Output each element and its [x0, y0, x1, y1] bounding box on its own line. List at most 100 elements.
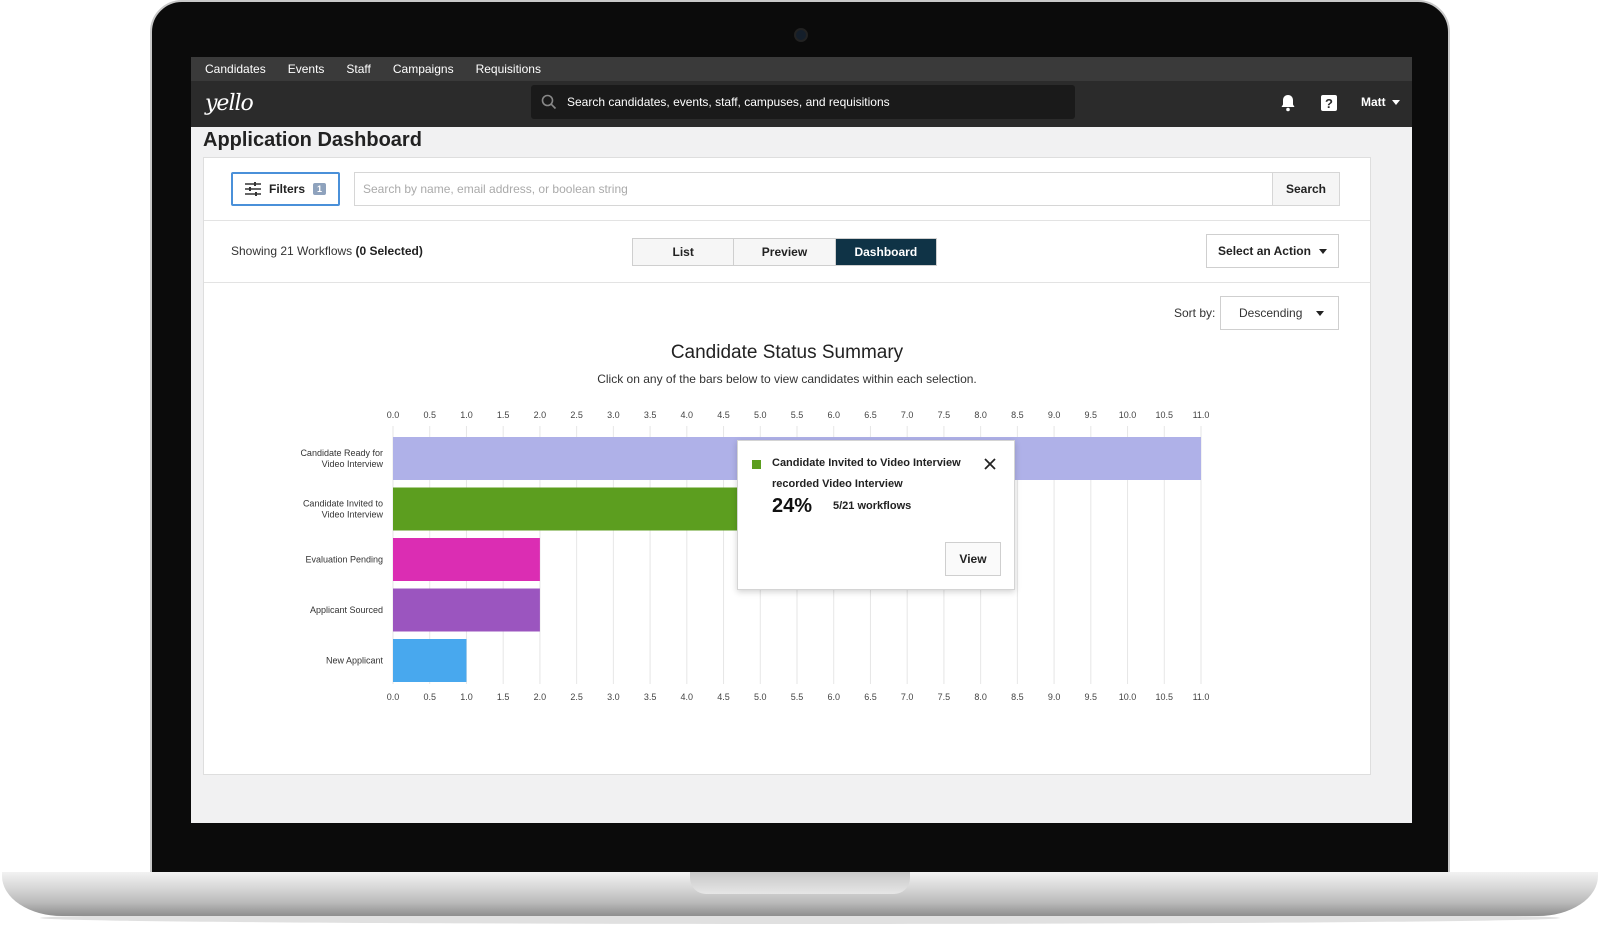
x-tick-label-top: 9.5 — [1085, 410, 1098, 420]
nav-item-candidates[interactable]: Candidates — [205, 62, 266, 76]
logo[interactable]: yello — [205, 91, 254, 116]
tooltip-swatch — [752, 460, 761, 469]
top-nav: Candidates Events Staff Campaigns Requis… — [191, 57, 1412, 81]
x-tick-label-top: 9.0 — [1048, 410, 1061, 420]
x-tick-label-top: 10.0 — [1119, 410, 1137, 420]
chart-title: Candidate Status Summary — [670, 342, 904, 363]
search-button[interactable]: Search — [1272, 173, 1339, 205]
y-category-label: Evaluation Pending — [305, 555, 383, 565]
x-tick-label-top: 7.0 — [901, 410, 914, 420]
view-button[interactable]: View — [945, 542, 1001, 576]
x-tick-label-top: 8.5 — [1011, 410, 1024, 420]
x-tick-label-top: 5.0 — [754, 410, 767, 420]
search-icon — [541, 94, 557, 110]
x-tick-label-bottom: 9.5 — [1085, 692, 1098, 702]
x-tick-label-bottom: 11.0 — [1193, 692, 1210, 702]
screen: Candidates Events Staff Campaigns Requis… — [191, 57, 1412, 823]
x-tick-label-top: 6.5 — [864, 410, 877, 420]
tooltip-count: 5/21 workflows — [833, 500, 912, 512]
nav-item-events[interactable]: Events — [287, 62, 325, 76]
x-tick-label-bottom: 3.5 — [644, 692, 657, 702]
x-tick-label-bottom: 10.0 — [1119, 692, 1137, 702]
x-tick-label-top: 4.0 — [681, 410, 694, 420]
nav-item-campaigns[interactable]: Campaigns — [392, 62, 454, 76]
x-tick-label-bottom: 7.0 — [901, 692, 914, 702]
x-tick-label-bottom: 0.0 — [387, 692, 400, 702]
x-tick-label-top: 5.5 — [791, 410, 804, 420]
chart-tooltip: Candidate Invited to Video Interview rec… — [737, 440, 1015, 590]
filters-button[interactable]: Filters 1 — [231, 172, 340, 206]
x-tick-label-top: 3.0 — [607, 410, 620, 420]
page-title: Application Dashboard — [203, 129, 422, 151]
x-tick-label-bottom: 8.0 — [974, 692, 987, 702]
global-search-text: Search candidates, events, staff, campus… — [567, 95, 890, 109]
x-tick-label-top: 7.5 — [938, 410, 951, 420]
chart-subtitle: Click on any of the bars below to view c… — [597, 372, 977, 386]
sort-select[interactable]: Descending — [1220, 296, 1339, 330]
tooltip-title: Candidate Invited to Video Interview — [772, 457, 961, 469]
x-tick-label-bottom: 7.5 — [938, 692, 951, 702]
selected-count: (0 Selected) — [355, 244, 423, 258]
x-tick-label-bottom: 1.5 — [497, 692, 510, 702]
x-tick-label-bottom: 5.0 — [754, 692, 767, 702]
divider — [204, 220, 1370, 221]
x-tick-label-top: 0.5 — [423, 410, 436, 420]
x-tick-label-top: 6.0 — [827, 410, 840, 420]
x-tick-label-bottom: 2.5 — [570, 692, 583, 702]
chart-bar[interactable] — [393, 487, 761, 531]
x-tick-label-bottom: 8.5 — [1011, 692, 1024, 702]
user-name: Matt — [1361, 95, 1386, 109]
tab-list[interactable]: List — [633, 239, 735, 265]
sort-value: Descending — [1239, 306, 1303, 320]
y-category-label: New Applicant — [326, 656, 384, 666]
x-tick-label-top: 1.0 — [460, 410, 473, 420]
y-category-label: Candidate Ready for Video Interview — [300, 448, 383, 469]
nav-item-staff[interactable]: Staff — [346, 62, 371, 76]
user-menu[interactable]: Matt — [1361, 95, 1400, 109]
camera — [794, 28, 808, 42]
x-tick-label-bottom: 5.5 — [791, 692, 804, 702]
chart-bar[interactable] — [393, 588, 540, 632]
view-tabs: List Preview Dashboard — [632, 238, 937, 266]
y-category-label: Candidate Invited to Video Interview — [303, 499, 384, 520]
x-tick-label-top: 11.0 — [1193, 410, 1210, 420]
x-tick-label-bottom: 6.5 — [864, 692, 877, 702]
sliders-icon — [244, 182, 261, 196]
workflow-search-input[interactable] — [355, 173, 1272, 205]
x-tick-label-top: 2.0 — [534, 410, 547, 420]
laptop-notch — [690, 872, 910, 894]
nav-item-requisitions[interactable]: Requisitions — [475, 62, 541, 76]
workflow-count-text: Showing 21 Workflows — [231, 244, 356, 258]
x-tick-label-top: 0.0 — [387, 410, 400, 420]
select-action-button[interactable]: Select an Action — [1206, 234, 1339, 268]
x-tick-label-bottom: 3.0 — [607, 692, 620, 702]
x-tick-label-bottom: 2.0 — [534, 692, 547, 702]
x-tick-label-top: 2.5 — [570, 410, 583, 420]
tooltip-subtitle: recorded Video Interview — [772, 478, 903, 490]
help-icon[interactable]: ? — [1319, 93, 1339, 113]
svg-text:?: ? — [1325, 96, 1333, 111]
x-tick-label-bottom: 4.5 — [717, 692, 730, 702]
filters-label: Filters — [268, 182, 305, 196]
y-category-label: Applicant Sourced — [310, 605, 383, 615]
global-search-bar[interactable]: Search candidates, events, staff, campus… — [531, 85, 1075, 119]
chart-bar[interactable] — [393, 639, 467, 682]
chart-bar[interactable] — [393, 538, 540, 581]
x-tick-label-top: 4.5 — [717, 410, 730, 420]
sort-label: Sort by: — [1174, 306, 1216, 320]
bell-icon[interactable] — [1278, 93, 1298, 113]
x-tick-label-bottom: 0.5 — [423, 692, 436, 702]
app-header: yello Search candidates, events, staff, … — [191, 81, 1412, 127]
tab-preview[interactable]: Preview — [734, 239, 836, 265]
x-tick-label-top: 8.0 — [974, 410, 987, 420]
close-icon[interactable] — [983, 457, 997, 471]
select-action-label: Select an Action — [1218, 244, 1311, 258]
tab-dashboard[interactable]: Dashboard — [835, 239, 936, 265]
workflow-search: Search — [354, 172, 1340, 206]
x-tick-label-top: 3.5 — [644, 410, 657, 420]
x-tick-label-bottom: 1.0 — [460, 692, 473, 702]
x-tick-label-bottom: 6.0 — [827, 692, 840, 702]
divider — [204, 282, 1370, 283]
dashboard-card: Filters 1 Search Showing 21 Workflows (0… — [203, 157, 1371, 775]
chevron-down-icon — [1318, 248, 1327, 254]
